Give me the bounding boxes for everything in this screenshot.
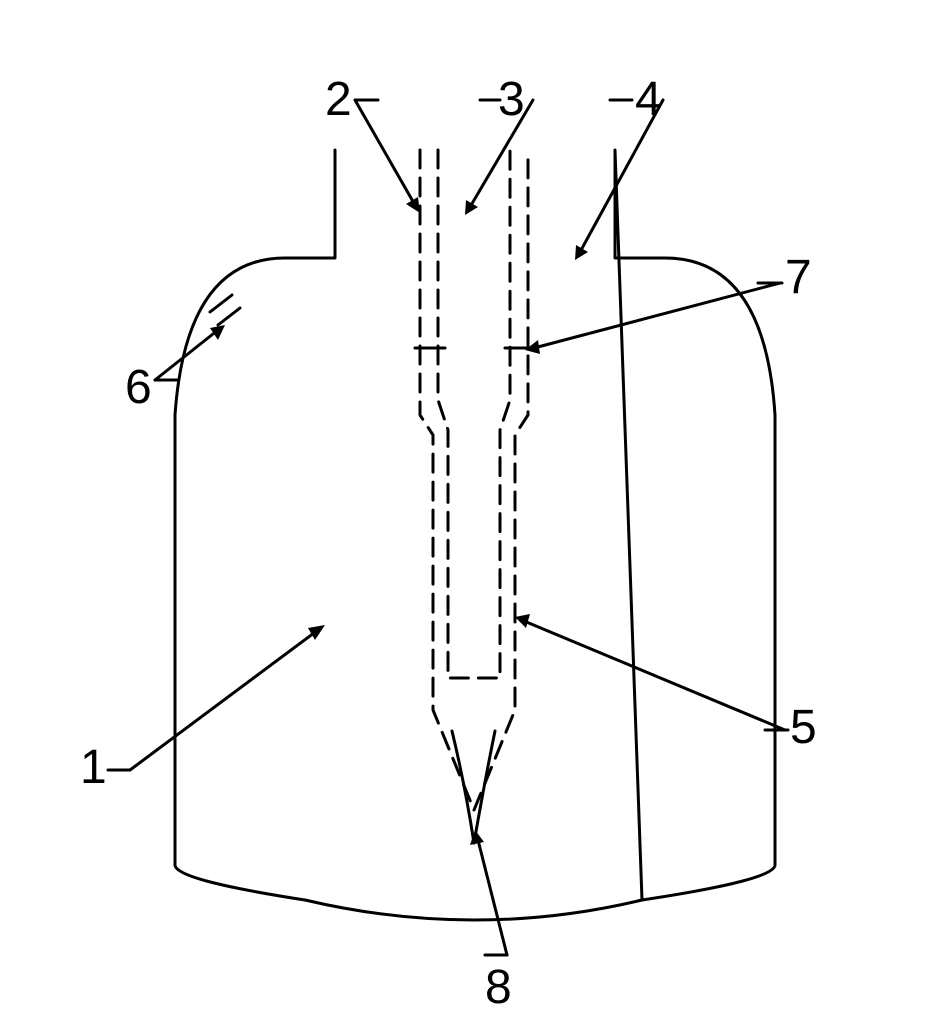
bottom-opening (452, 731, 495, 843)
inner-tube-outer (420, 150, 528, 810)
label-2: 2 (325, 72, 352, 127)
label-8: 8 (485, 960, 512, 1015)
bottom-arc (305, 900, 642, 920)
technical-drawing (0, 0, 946, 1000)
leader-2 (355, 100, 420, 213)
shoulder-dash-2 (218, 308, 240, 325)
label-7: 7 (785, 250, 812, 305)
label-3: 3 (498, 72, 525, 127)
label-1: 1 (80, 740, 107, 795)
inner-tube-inner (438, 150, 510, 678)
leader-1 (130, 625, 325, 770)
label-5: 5 (790, 700, 817, 755)
leader-8 (470, 830, 507, 955)
leader-7 (525, 283, 780, 354)
shoulder-dash-1 (210, 295, 232, 312)
vessel-outline (175, 150, 775, 900)
label-6: 6 (125, 360, 152, 415)
leader-5 (515, 614, 785, 730)
label-4: 4 (635, 72, 662, 127)
